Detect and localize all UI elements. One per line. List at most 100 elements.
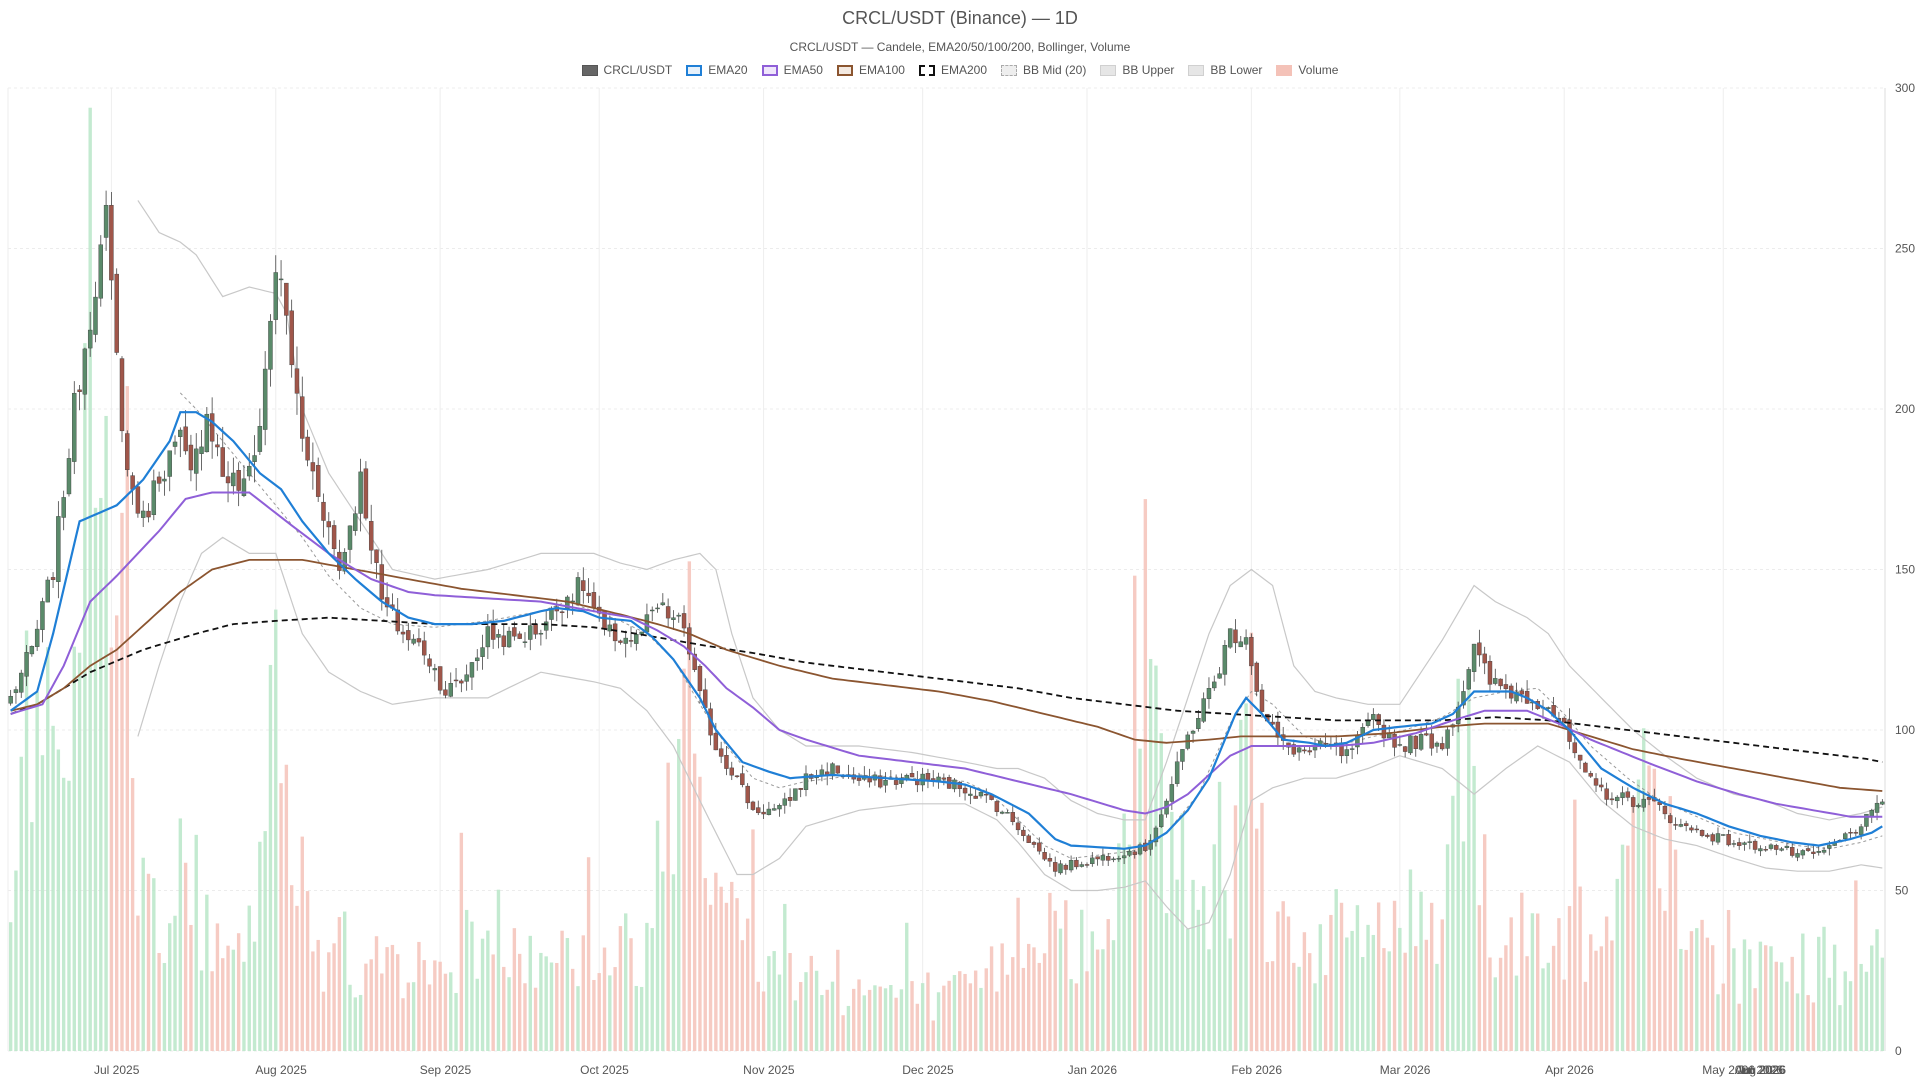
volume-bar: [136, 915, 140, 1051]
legend-swatch: [686, 64, 703, 76]
candle-body: [575, 577, 581, 605]
volume-bar: [1297, 966, 1301, 1051]
volume-bar: [1345, 937, 1349, 1051]
volume-bar: [1827, 977, 1832, 1051]
candle-body: [1668, 815, 1673, 823]
candle-body: [1137, 844, 1143, 855]
volume-bar: [35, 691, 39, 1051]
candle-body: [1768, 844, 1774, 849]
volume-bar: [751, 829, 755, 1051]
volume-bar: [332, 943, 336, 1051]
candle-body: [798, 788, 803, 790]
volume-bar: [252, 941, 257, 1051]
candle-body: [300, 396, 305, 439]
legend-item[interactable]: EMA50: [761, 63, 823, 77]
candle-body: [1588, 773, 1593, 777]
candle-body: [358, 471, 363, 514]
volume-bar: [396, 954, 400, 1051]
candle-body: [1636, 805, 1641, 808]
legend-item[interactable]: BB Mid (20): [1001, 63, 1086, 77]
volume-bar: [841, 1015, 845, 1051]
candle-body: [1249, 637, 1254, 667]
volume-bar: [327, 952, 331, 1051]
legend-swatch: [836, 64, 853, 76]
volume-bar: [655, 820, 660, 1051]
volume-bar: [973, 970, 978, 1051]
volume-bar: [555, 962, 559, 1051]
candle-body: [1615, 796, 1620, 802]
candle-body: [1880, 801, 1885, 805]
candle-body: [443, 689, 448, 696]
volume-bar: [194, 834, 198, 1051]
candle-body: [1052, 862, 1058, 872]
candle-body: [1572, 742, 1578, 754]
candle-body: [50, 577, 56, 580]
candle-body: [1461, 691, 1466, 706]
volume-bar: [1435, 963, 1439, 1051]
candle-body: [718, 748, 724, 757]
candle-body: [374, 549, 379, 563]
legend-item[interactable]: CRCL/USDT: [581, 63, 672, 77]
ema20-line: [10, 411, 1883, 850]
volume-bar: [1848, 981, 1853, 1051]
volume-bar: [168, 923, 172, 1051]
volume-bar: [364, 963, 368, 1051]
candle-body: [581, 580, 586, 591]
volume-bar: [1233, 805, 1238, 1051]
bb-mid-line: [179, 392, 1883, 859]
volume-bar: [1880, 957, 1885, 1051]
candle-body: [1843, 833, 1848, 839]
volume-bar: [894, 997, 898, 1051]
volume-bar: [926, 972, 930, 1051]
candle-body: [1583, 762, 1588, 773]
candle-body: [236, 470, 241, 491]
volume-bar: [889, 984, 893, 1051]
candle-body: [146, 510, 151, 518]
candle-body: [289, 310, 294, 366]
legend-item[interactable]: Volume: [1276, 63, 1338, 77]
volume-bar: [67, 780, 71, 1051]
legend-swatch: [1188, 64, 1205, 76]
volume-bar: [1207, 949, 1211, 1051]
candle-body: [777, 805, 782, 810]
candle-body: [1402, 746, 1408, 752]
volume-bar: [1795, 993, 1800, 1051]
y-tick-label: 200: [1895, 402, 1915, 416]
volume-bar: [173, 915, 177, 1051]
volume-bar: [1037, 962, 1041, 1051]
candle-body: [1233, 629, 1238, 644]
legend-item[interactable]: BB Lower: [1188, 63, 1262, 77]
volume-bar: [411, 982, 416, 1051]
candle-body: [156, 476, 162, 484]
volume-bar: [677, 738, 681, 1051]
candle-body: [1169, 784, 1175, 802]
candle-body: [1074, 859, 1079, 868]
candle-body: [257, 426, 263, 452]
legend-item[interactable]: BB Upper: [1100, 63, 1174, 77]
candle-body: [618, 640, 623, 643]
candle-body: [893, 780, 899, 785]
volume-bar: [46, 647, 50, 1051]
volume-bar: [157, 952, 161, 1051]
candle-body: [1206, 688, 1212, 699]
volume-bar: [846, 1005, 851, 1051]
candle-body: [660, 602, 666, 606]
volume-bar: [650, 928, 654, 1051]
candle-body: [400, 631, 406, 635]
candle-body: [1546, 707, 1551, 709]
volume-bar: [947, 980, 951, 1051]
legend-item[interactable]: EMA20: [686, 63, 748, 77]
volume-bar: [687, 561, 692, 1051]
candle-body: [899, 777, 904, 784]
candle-body: [1243, 637, 1249, 645]
candle-body: [1599, 784, 1604, 788]
candle-body: [612, 623, 618, 642]
candle-body: [109, 205, 114, 281]
legend-item[interactable]: EMA200: [918, 63, 987, 77]
candle-body: [56, 516, 61, 582]
volume-bar: [1175, 879, 1179, 1051]
legend-item[interactable]: EMA100: [836, 63, 905, 77]
candle-body: [1397, 744, 1403, 746]
volume-bar: [1239, 719, 1243, 1051]
candle-body: [1487, 661, 1493, 685]
